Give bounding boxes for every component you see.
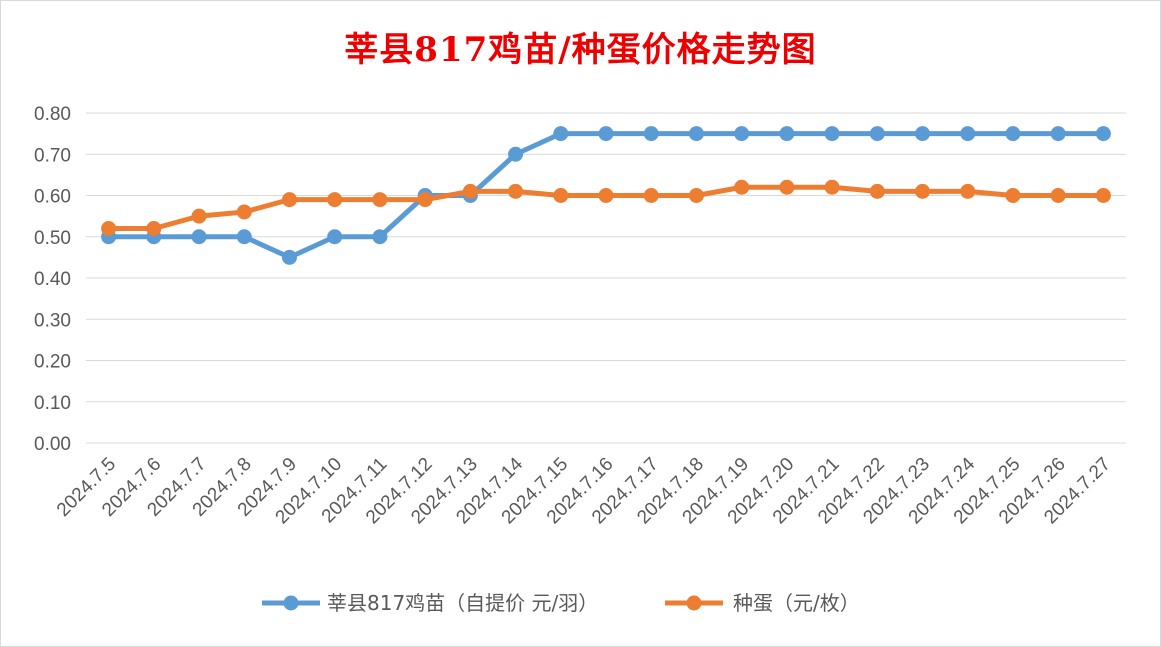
data-point [281,249,297,265]
y-tick-label: 0.20 [34,352,71,373]
data-point [1050,126,1066,142]
legend-key [262,595,320,611]
data-point [960,126,976,142]
data-point [824,126,840,142]
y-tick-label: 0.60 [34,187,71,208]
data-point [960,183,976,199]
data-point [688,126,704,142]
data-point [191,229,207,245]
data-point [327,192,343,208]
series-1 [101,126,1111,265]
y-tick-label: 0.50 [34,228,71,249]
legend-marker [283,595,299,611]
data-point [508,183,524,199]
data-point [598,188,614,203]
data-point [281,192,297,208]
data-point [327,229,343,245]
y-axis-ticks: 0.00 0.10 0.20 0.30 0.40 0.50 0.60 0.70 0.80 [34,104,71,455]
data-point [869,126,885,142]
y-tick-label: 0.40 [34,269,71,290]
chart-title: 莘县817鸡苗/种蛋价格走势图 [344,30,817,70]
data-point [146,221,162,236]
data-point [1050,188,1066,203]
data-point [191,208,207,224]
data-point [101,221,117,236]
legend-label: 莘县817鸡苗（自提价 元/羽） [327,591,598,615]
data-point [734,179,750,195]
data-point [824,179,840,195]
x-axis-ticks: 2024.7.52024.7.62024.7.72024.7.82024.7.9… [53,453,1115,528]
data-point [869,183,885,199]
data-point [643,188,659,203]
data-point [915,126,931,142]
y-tick-label: 0.80 [34,104,71,125]
data-point [417,192,433,208]
data-point [1095,188,1111,203]
data-point [553,188,569,203]
legend-label: 种蛋（元/枚） [733,591,860,615]
y-tick-label: 0.10 [34,393,71,414]
series-lines [101,126,1111,265]
data-point [372,229,388,245]
data-point [734,126,750,142]
y-tick-label: 0.70 [34,145,71,166]
data-point [372,192,388,208]
data-point [598,126,614,142]
y-tick-label: 0.30 [34,310,71,331]
y-tick-label: 0.00 [34,434,71,455]
data-point [508,146,524,162]
data-point [462,183,478,199]
data-point [553,126,569,142]
data-point [236,229,252,245]
data-point [1005,188,1021,203]
legend: 莘县817鸡苗（自提价 元/羽） 种蛋（元/枚） [262,591,860,615]
gridlines [86,112,1126,444]
data-point [236,204,252,220]
data-point [1095,126,1111,142]
legend-key [665,595,723,611]
data-point [779,179,795,195]
data-point [643,126,659,142]
data-point [688,188,704,203]
data-point [1005,126,1021,142]
legend-marker [686,595,702,611]
data-point [915,183,931,199]
series-2 [101,179,1111,236]
data-point [779,126,795,142]
